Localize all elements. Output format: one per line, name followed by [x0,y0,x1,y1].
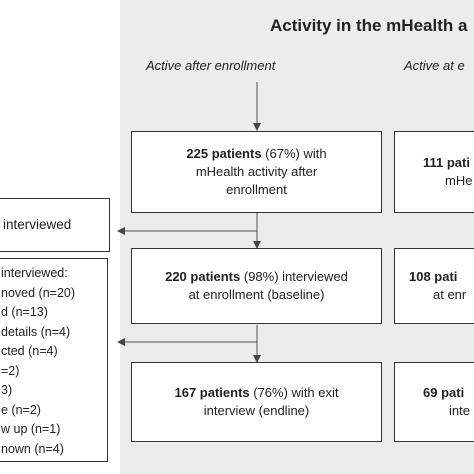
reason-item: w up (n=1) [1,422,61,436]
patient-count: 111 pati [423,155,470,170]
right-baseline-box: 108 pati at enr [394,248,474,324]
reason-item: 3) [1,383,13,397]
patient-count: 225 patients [186,146,262,161]
reason-item: details (n=4) [1,324,71,339]
box-text: inte [449,403,470,418]
box-text: (67%) with [261,146,327,161]
reason-item: cted (n=4) [1,344,58,358]
not-interviewed-box: interviewed [0,198,110,252]
lost-to-follow-up-reasons-box: interviewed: noved (n=20) d (n=13) detai… [0,258,108,462]
patient-count: 69 pati [423,385,465,400]
box-text: interview (endline) [203,403,310,418]
patient-count: 108 pati [409,269,458,284]
box-text: enrollment [226,182,287,197]
reason-item: noved (n=20) [1,285,76,300]
box-text: interviewed [3,217,72,232]
exit-interview-box: 167 patients (76%) with exit interview (… [131,362,382,442]
reason-item: =2) [1,363,20,378]
patient-count: 167 patients [174,385,250,400]
reason-item: e (n=2) [1,402,41,417]
box-text: (76%) with exit [249,385,339,400]
box-text: at enr [433,287,467,302]
panel-title: Activity in the mHealth a [270,16,468,35]
reason-item: nown (n=4) [1,441,64,456]
box-text: (98%) interviewed [240,269,348,284]
reason-item: d (n=13) [1,305,48,319]
right-endline-box: 69 pati inte [394,362,474,442]
column-label-after-enrollment: Active after enrollment [146,58,276,73]
column-label-active-at: Active at e [404,58,465,73]
box-text: mHe [445,173,473,188]
right-activity-box: 111 pati mHe [394,131,474,213]
baseline-interview-box: 220 patients (98%) interviewed at enroll… [131,248,382,324]
box-text: at enrollment (baseline) [188,287,325,302]
activity-after-enrollment-box: 225 patients (67%) with mHealth activity… [131,131,382,213]
reasons-heading: interviewed: [1,266,68,280]
box-text: mHealth activity after [195,164,318,179]
patient-count: 220 patients [165,269,241,284]
